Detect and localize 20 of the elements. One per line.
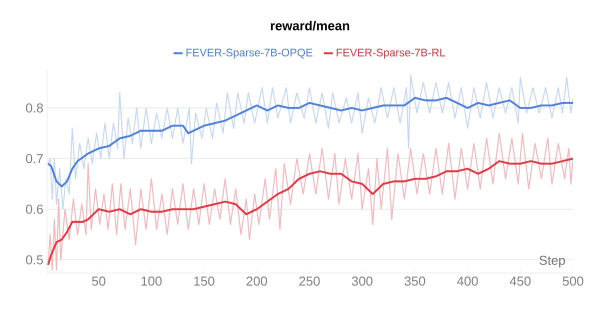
legend-label: FEVER-Sparse-7B-OPQE <box>186 48 312 59</box>
x-tick-label: 250 <box>299 276 320 286</box>
chart-title: reward/mean <box>270 20 350 31</box>
x-tick-label: 200 <box>246 276 268 286</box>
x-axis-title: Step <box>539 256 565 268</box>
x-tick-label: 300 <box>352 276 372 286</box>
x-tick-label: 500 <box>562 276 584 286</box>
x-tick-label: 350 <box>404 276 426 286</box>
y-tick-label: 0.8 <box>26 103 43 113</box>
y-tick-label: 0.7 <box>26 154 43 164</box>
line-series <box>48 132 574 271</box>
x-tick-label: 50 <box>92 276 106 286</box>
legend-label: FEVER-Sparse-7B-RL <box>336 48 446 59</box>
y-tick-label: 0.5 <box>26 255 43 264</box>
x-tick-label: 450 <box>510 276 531 286</box>
line-series <box>48 74 574 210</box>
x-tick-label: 400 <box>457 276 478 286</box>
x-tick-label: 150 <box>194 276 214 286</box>
y-tick-label: 0.6 <box>26 204 43 214</box>
x-tick-label: 100 <box>142 276 162 286</box>
